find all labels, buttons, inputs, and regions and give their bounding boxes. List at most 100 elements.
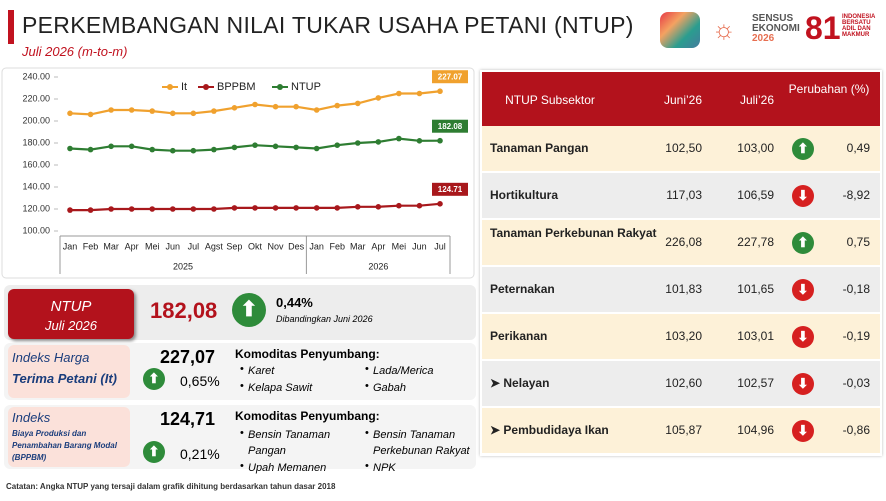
- logo-text: 2026: [752, 33, 775, 44]
- panel-value: 182,08: [150, 298, 218, 323]
- trend-icon: ⬆: [143, 441, 165, 463]
- point: [334, 205, 341, 211]
- table-cell: 0,75: [846, 235, 870, 249]
- point: [108, 143, 114, 150]
- bullet: •: [365, 427, 369, 439]
- table-cell: -0,18: [842, 282, 870, 296]
- title: PERKEMBANGAN NILAI TUKAR USAHA PETANI (N…: [22, 12, 634, 38]
- point: [252, 101, 258, 108]
- x-tick-label: Mar: [350, 241, 366, 251]
- point: [375, 95, 382, 101]
- panel-label: Biaya Produksi dan Penambahan Barang Mod…: [12, 429, 117, 462]
- point: [67, 145, 73, 152]
- y-tick-label: 160.00: [22, 159, 50, 169]
- table-cell: 102,50: [665, 141, 702, 155]
- x-tick-label: Jul: [188, 241, 200, 251]
- point: [211, 206, 217, 212]
- point: [128, 107, 135, 113]
- point: [67, 110, 73, 117]
- y-tick-label: 240.00: [22, 71, 50, 81]
- point: [108, 206, 114, 212]
- point: [334, 142, 341, 148]
- legend-label: BPPBM: [217, 81, 256, 93]
- panel-heading: Komoditas Penyumbang:: [235, 347, 380, 361]
- point: [128, 206, 135, 212]
- table-cell: 103,00: [737, 141, 774, 155]
- title-bar: [8, 10, 14, 44]
- point: [190, 206, 197, 212]
- point: [87, 207, 94, 213]
- point: [169, 110, 176, 117]
- bullet: •: [240, 380, 244, 392]
- table-cell: 102,60: [665, 376, 702, 390]
- y-tick-label: 140.00: [22, 181, 50, 191]
- trend-icon: ⬆: [792, 138, 814, 160]
- table-cell: -0,86: [842, 423, 870, 437]
- point: [313, 205, 320, 211]
- point: [416, 202, 423, 209]
- commodity: Karet: [248, 365, 275, 377]
- panel-value: 227,07: [160, 347, 216, 367]
- x-tick-label: Sep: [226, 241, 242, 251]
- value-label: 124.71: [438, 185, 463, 194]
- trend-icon: ⬇: [792, 373, 814, 395]
- point: [128, 143, 135, 150]
- commodity: Upah Memanen: [248, 462, 327, 474]
- point: [231, 205, 238, 211]
- point: [211, 146, 217, 153]
- y-tick-label: 100.00: [22, 225, 50, 235]
- point: [190, 110, 197, 117]
- x-tick-label: Apr: [125, 241, 139, 251]
- x-tick-label: Jan: [309, 241, 324, 251]
- legend-label: It: [181, 81, 187, 93]
- value-label-box: [432, 119, 468, 133]
- table-cell: -0,19: [842, 329, 870, 343]
- panel-change: 0,44%: [276, 295, 313, 310]
- table-cell: Peternakan: [490, 282, 555, 296]
- chart: 100.00 120.00 140.00 160.00 180.00 200.00 220.…: [1, 67, 475, 279]
- table-header: NTUP Subsektor: [505, 93, 595, 107]
- point: [437, 88, 443, 95]
- bullet: •: [365, 460, 369, 472]
- value-label-box: [432, 182, 468, 196]
- trend-icon: ⬇: [792, 326, 814, 348]
- point: [108, 107, 114, 113]
- commodity: Bensin Tanaman Perkebunan Rakyat: [373, 429, 470, 457]
- legend-marker: [277, 84, 283, 90]
- table-cell: 226,08: [665, 235, 702, 249]
- footnote: Catatan: Angka NTUP yang tersaji dalam g…: [6, 482, 336, 491]
- table-cell: 103,20: [665, 329, 702, 343]
- x-tick-label: Nov: [268, 241, 285, 251]
- point: [190, 147, 197, 154]
- table-cell: Tanaman Perkebunan Rakyat: [490, 226, 657, 240]
- x-tick-label: Agst: [205, 241, 224, 251]
- point: [416, 138, 423, 144]
- point: [354, 140, 361, 146]
- point: [169, 206, 176, 212]
- table-header: Juli’26: [739, 93, 774, 107]
- panel-label-box: [8, 407, 130, 467]
- table-cell: 101,65: [737, 282, 774, 296]
- table-cell: -0,03: [842, 376, 870, 390]
- trend-icon: ⬇: [792, 279, 814, 301]
- point: [252, 142, 258, 148]
- logo-81-text: INDONESIA BERSATU ADIL DAN MAKMUR: [842, 14, 876, 38]
- x-tick-label: Jul: [434, 241, 446, 251]
- table-cell: 102,57: [737, 376, 774, 390]
- value-label: 227.07: [438, 72, 463, 81]
- x-tick-label: Jan: [63, 241, 78, 251]
- table-cell: ➤ Nelayan: [490, 376, 550, 390]
- legend-marker: [203, 84, 209, 90]
- point: [396, 135, 402, 142]
- panel-label: Juli 2026: [44, 318, 98, 333]
- point: [149, 146, 156, 153]
- table-cell: Tanaman Pangan: [490, 141, 589, 155]
- point: [375, 139, 382, 145]
- x-tick-label: Feb: [329, 241, 345, 251]
- y-tick-label: 180.00: [22, 137, 50, 147]
- panel-label: Indeks Harga: [12, 350, 90, 365]
- point: [437, 201, 443, 207]
- point: [272, 205, 279, 211]
- table-cell: Hortikultura: [490, 188, 559, 202]
